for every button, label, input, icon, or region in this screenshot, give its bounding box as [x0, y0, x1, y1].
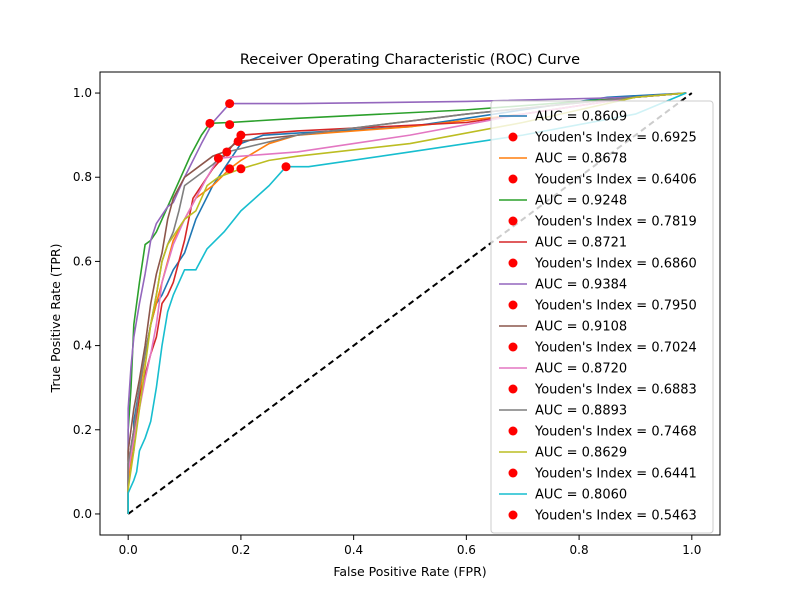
youden-point-10: [281, 162, 291, 172]
y-tick-label: 1.0: [73, 86, 92, 100]
youden-point-5: [225, 99, 235, 109]
youden-point-3: [205, 118, 215, 128]
legend-auc-label-9: AUC = 0.8629: [535, 446, 627, 461]
y-tick-label: 0.0: [73, 507, 92, 521]
legend-marker-swatch-1: [508, 132, 518, 142]
legend-youden-label-6: Youden's Index = 0.7024: [534, 341, 697, 356]
y-tick-label: 0.4: [73, 339, 92, 353]
x-tick-label: 0.6: [457, 543, 476, 557]
legend-youden-label-9: Youden's Index = 0.6441: [534, 467, 697, 482]
legend-marker-swatch-2: [508, 174, 518, 184]
legend-auc-label-4: AUC = 0.8721: [535, 236, 627, 251]
legend-youden-label-3: Youden's Index = 0.7819: [534, 215, 697, 230]
legend-auc-label-1: AUC = 0.8609: [535, 110, 627, 125]
legend-marker-swatch-9: [508, 468, 518, 478]
youden-point-9: [236, 164, 246, 174]
legend-marker-swatch-3: [508, 216, 518, 226]
youden-point-6: [233, 136, 243, 146]
legend-box: [490, 100, 714, 534]
legend: AUC = 0.8609 Youden's Index = 0.6925 AUC =…: [490, 100, 714, 534]
legend-youden-label-5: Youden's Index = 0.7950: [534, 299, 697, 314]
legend-auc-label-2: AUC = 0.8678: [535, 152, 627, 167]
youden-point-8: [222, 147, 232, 157]
legend-marker-swatch-5: [508, 300, 518, 310]
legend-auc-label-3: AUC = 0.9248: [535, 194, 627, 209]
youden-point-2: [225, 164, 235, 174]
legend-youden-label-10: Youden's Index = 0.5463: [534, 509, 697, 524]
youden-point-7: [213, 153, 223, 163]
legend-youden-label-8: Youden's Index = 0.7468: [534, 425, 697, 440]
x-tick-label: 0.0: [119, 543, 138, 557]
legend-marker-swatch-7: [508, 384, 518, 394]
axes-frame: [99, 71, 721, 536]
legend-marker-swatch-6: [508, 342, 518, 352]
legend-youden-label-1: Youden's Index = 0.6925: [534, 131, 697, 146]
x-tick-label: 0.4: [344, 543, 363, 557]
x-tick-label: 1.0: [682, 543, 701, 557]
x-tick-label: 0.2: [231, 543, 250, 557]
legend-youden-label-2: Youden's Index = 0.6406: [534, 173, 697, 188]
legend-auc-label-8: AUC = 0.8893: [535, 404, 627, 419]
series-line-5: [127, 92, 687, 514]
y-tick-label: 0.2: [73, 423, 92, 437]
series-line-10: [127, 92, 687, 514]
legend-youden-label-4: Youden's Index = 0.6860: [534, 257, 697, 272]
legend-auc-label-6: AUC = 0.9108: [535, 320, 627, 335]
legend-marker-swatch-10: [508, 510, 518, 520]
legend-marker-swatch-8: [508, 426, 518, 436]
series-line-3: [127, 92, 687, 514]
x-tick-label: 0.8: [570, 543, 589, 557]
youden-point-1: [225, 120, 235, 130]
y-tick-label: 0.6: [73, 254, 92, 268]
legend-youden-label-7: Youden's Index = 0.6883: [534, 383, 697, 398]
plot-area: [127, 92, 693, 515]
y-axis-label: True Positive Rate (TPR): [48, 244, 63, 394]
y-tick-label: 0.8: [73, 170, 92, 184]
x-axis-label: False Positive Rate (FPR): [333, 564, 486, 579]
legend-marker-swatch-4: [508, 258, 518, 268]
series-line-9: [127, 92, 687, 514]
chart-title: Receiver Operating Characteristic (ROC) …: [240, 52, 580, 68]
legend-auc-label-5: AUC = 0.9384: [535, 278, 627, 293]
reference-line: [127, 92, 693, 515]
legend-auc-label-10: AUC = 0.8060: [535, 488, 627, 503]
legend-auc-label-7: AUC = 0.8720: [535, 362, 627, 377]
plot-content: [127, 92, 693, 515]
axes: 0.0 0.2 0.4 0.6 0.8 1.0 0.0 0.2 0.4 0.6 0.8 1.0: [73, 71, 721, 557]
series-line-8: [127, 92, 687, 514]
